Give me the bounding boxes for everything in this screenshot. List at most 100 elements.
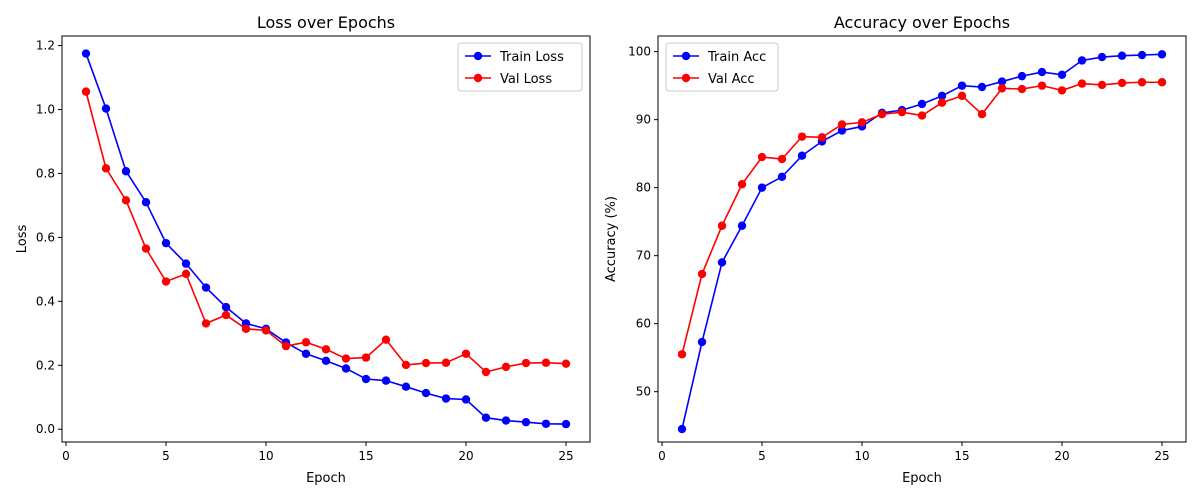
data-point bbox=[797, 132, 807, 141]
data-point bbox=[1137, 78, 1147, 87]
data-point bbox=[101, 164, 111, 173]
data-point bbox=[717, 221, 727, 230]
y-tick-label: 70 bbox=[636, 249, 651, 263]
data-point bbox=[997, 84, 1007, 93]
y-tick-label: 50 bbox=[636, 385, 651, 399]
data-point bbox=[797, 151, 807, 160]
data-point bbox=[1097, 52, 1107, 62]
data-point bbox=[321, 356, 331, 365]
data-point bbox=[1037, 81, 1047, 90]
legend: Train Loss Val Loss bbox=[457, 42, 583, 92]
data-point bbox=[421, 358, 431, 368]
series-val-loss bbox=[81, 87, 571, 377]
data-point bbox=[201, 319, 211, 328]
data-point bbox=[141, 198, 151, 207]
data-point bbox=[161, 238, 171, 248]
legend-label: Val Loss bbox=[500, 72, 552, 87]
data-point bbox=[121, 167, 131, 176]
series-line bbox=[85, 53, 567, 425]
plot-frame bbox=[657, 35, 1187, 443]
data-point bbox=[341, 354, 351, 363]
data-point bbox=[381, 376, 391, 385]
data-point bbox=[81, 87, 91, 96]
x-tick-label: 20 bbox=[458, 449, 473, 463]
data-point bbox=[917, 99, 927, 109]
data-point bbox=[917, 111, 927, 120]
data-point bbox=[677, 424, 687, 434]
data-point bbox=[777, 154, 787, 164]
data-point bbox=[221, 302, 231, 312]
y-tick-label: 0.0 bbox=[36, 422, 55, 436]
data-point bbox=[101, 104, 111, 113]
data-point bbox=[461, 395, 471, 404]
data-point bbox=[481, 413, 491, 422]
data-point bbox=[1077, 56, 1087, 65]
data-point bbox=[341, 364, 351, 373]
data-point bbox=[1057, 70, 1067, 79]
data-point bbox=[737, 180, 747, 189]
data-point bbox=[717, 258, 727, 267]
x-tick-label: 20 bbox=[1054, 449, 1069, 463]
data-point bbox=[181, 259, 191, 268]
legend-label: Train Acc bbox=[707, 50, 766, 65]
data-point bbox=[561, 359, 571, 368]
legend-box bbox=[665, 42, 779, 92]
data-point bbox=[521, 358, 531, 368]
data-point bbox=[121, 196, 131, 205]
data-point bbox=[757, 183, 767, 192]
data-point bbox=[181, 269, 191, 279]
data-point bbox=[957, 91, 967, 101]
y-tick-label: 80 bbox=[636, 181, 651, 195]
data-point bbox=[401, 360, 411, 370]
data-point bbox=[977, 82, 987, 92]
data-point bbox=[877, 110, 887, 119]
data-point bbox=[777, 172, 787, 181]
y-tick-label: 60 bbox=[636, 317, 651, 331]
data-point bbox=[677, 350, 687, 359]
data-point bbox=[221, 310, 231, 320]
data-point bbox=[837, 126, 847, 135]
data-point bbox=[937, 91, 947, 101]
data-point bbox=[1157, 50, 1167, 59]
y-tick-label: 1.2 bbox=[36, 39, 55, 53]
data-point bbox=[1077, 79, 1087, 88]
legend-marker bbox=[473, 73, 483, 83]
data-point bbox=[521, 417, 531, 427]
x-tick-label: 10 bbox=[854, 449, 869, 463]
data-point bbox=[997, 77, 1007, 86]
y-tick-label: 90 bbox=[636, 113, 651, 127]
data-point bbox=[361, 374, 371, 384]
data-point bbox=[1117, 51, 1127, 60]
data-point bbox=[501, 416, 511, 425]
data-point bbox=[481, 367, 491, 377]
y-tick-label: 1.0 bbox=[36, 103, 55, 117]
data-point bbox=[541, 419, 551, 428]
data-point bbox=[817, 133, 827, 142]
data-point bbox=[501, 362, 511, 372]
y-axis-label: Loss bbox=[15, 225, 30, 254]
data-point bbox=[1057, 86, 1067, 95]
data-point bbox=[1017, 71, 1027, 81]
legend-marker bbox=[473, 51, 483, 61]
data-point bbox=[977, 110, 987, 119]
x-tick-label: 5 bbox=[758, 449, 766, 463]
x-axis-label: Epoch bbox=[306, 471, 346, 486]
legend-label: Val Acc bbox=[708, 72, 755, 87]
data-point bbox=[697, 269, 707, 279]
data-point bbox=[1137, 50, 1147, 60]
data-point bbox=[381, 335, 391, 344]
data-point bbox=[1117, 78, 1127, 88]
data-point bbox=[561, 419, 571, 429]
x-tick-label: 25 bbox=[1154, 449, 1169, 463]
x-axis-label: Epoch bbox=[902, 471, 942, 486]
data-point bbox=[361, 353, 371, 362]
series-val-acc bbox=[677, 78, 1167, 359]
data-point bbox=[1017, 84, 1027, 94]
y-tick-label: 0.2 bbox=[36, 358, 55, 372]
data-point bbox=[321, 345, 331, 354]
legend-box bbox=[457, 42, 583, 92]
data-point bbox=[141, 244, 151, 253]
series-train-loss bbox=[81, 49, 571, 429]
chart-title: Accuracy over Epochs bbox=[834, 13, 1010, 32]
